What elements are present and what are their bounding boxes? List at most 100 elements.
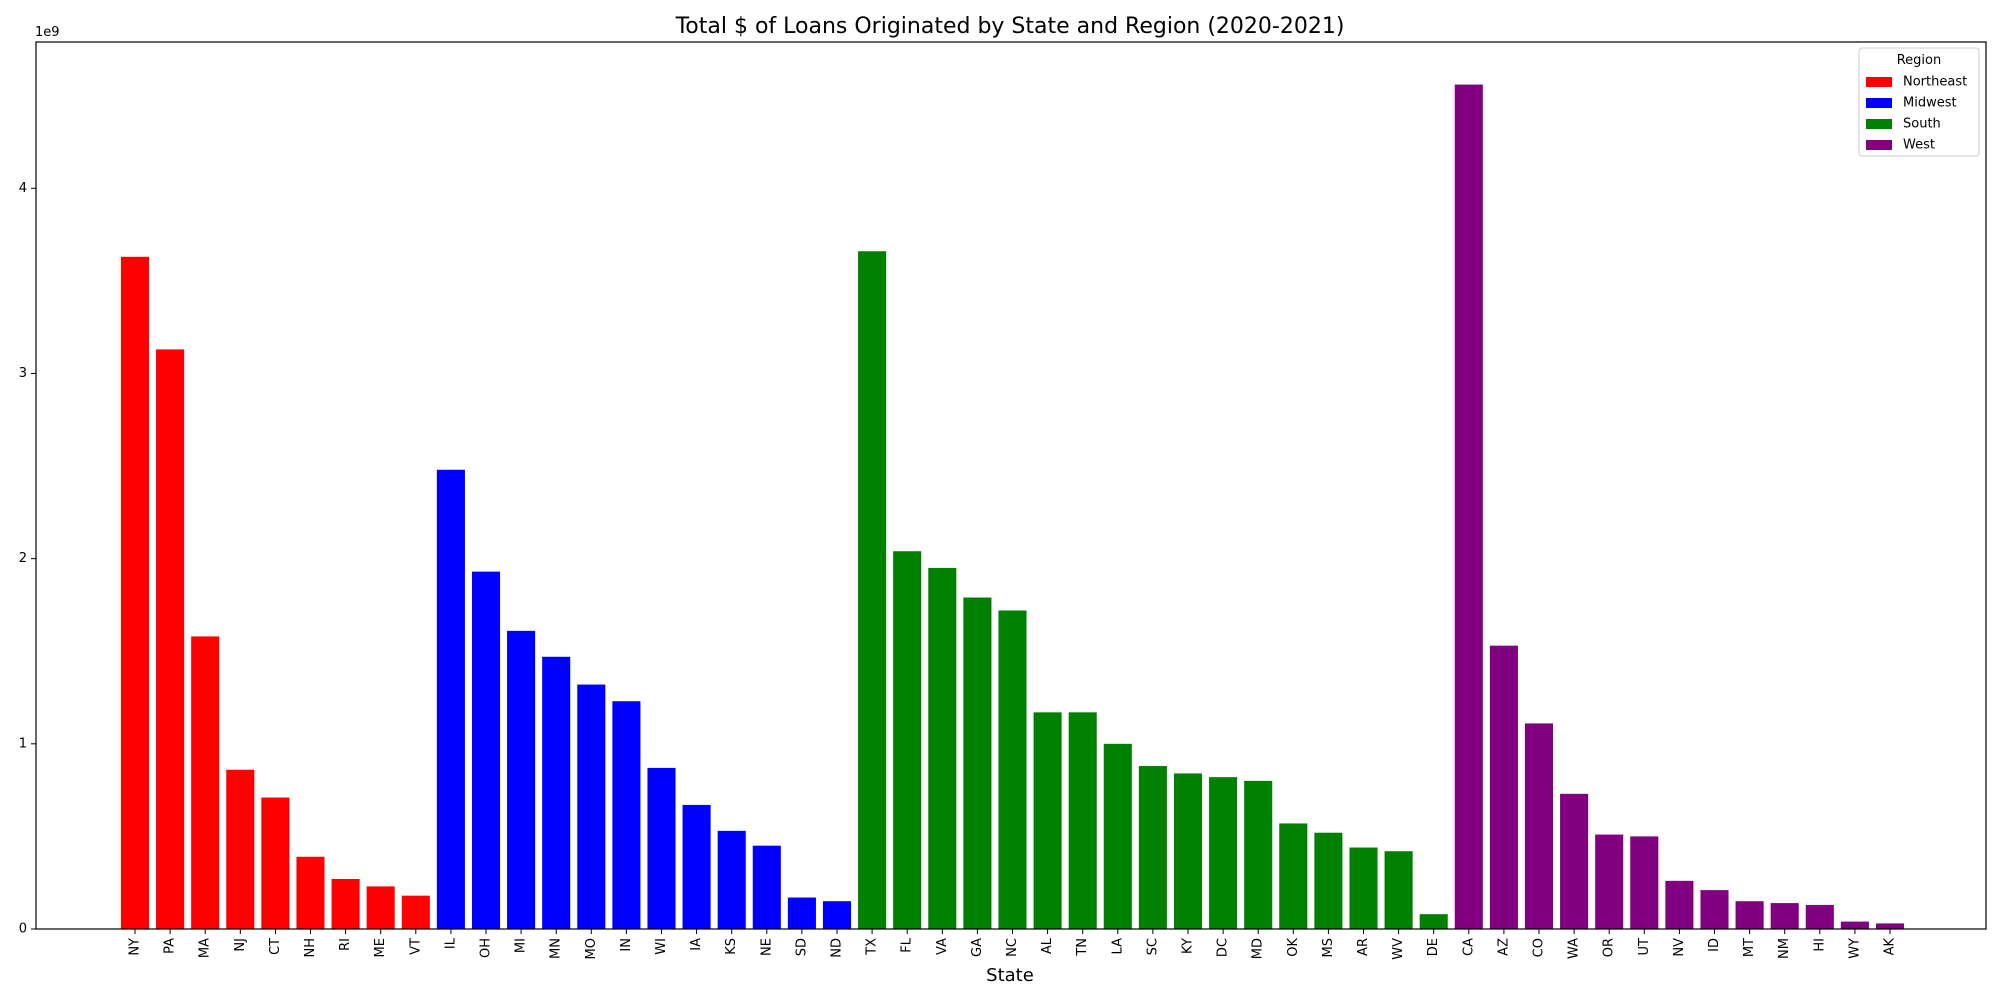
- x-tick-label-co: CO: [1532, 938, 1547, 957]
- bar-va: [928, 567, 957, 929]
- bar-nc: [998, 610, 1027, 929]
- x-tick-label-ct: CT: [268, 938, 283, 955]
- bar-ky: [1173, 773, 1203, 929]
- bar-ks: [717, 830, 746, 929]
- x-tick-label-ut: UT: [1637, 938, 1652, 956]
- bar-ia: [682, 804, 711, 929]
- x-tick-label-hi: HI: [1812, 938, 1827, 952]
- bar-ut: [1630, 836, 1659, 929]
- bar-oh: [471, 571, 501, 929]
- x-tick-label-ca: CA: [1461, 938, 1476, 956]
- x-tick-label-ny: NY: [128, 938, 143, 956]
- bar-ma: [191, 636, 220, 929]
- x-tick-label-nh: NH: [303, 938, 318, 958]
- x-tick-label-mn: MN: [549, 938, 564, 959]
- x-tick-label-mi: MI: [514, 938, 529, 953]
- bar-sc: [1138, 766, 1167, 929]
- bars-group: [120, 84, 1905, 930]
- x-tick-label-id: ID: [1707, 938, 1722, 952]
- bar-wa: [1560, 793, 1589, 929]
- x-tick-label-ne: NE: [759, 938, 774, 956]
- bar-ca: [1454, 84, 1483, 930]
- legend-swatch-midwest: [1866, 98, 1892, 108]
- x-tick-label-nd: ND: [830, 938, 845, 958]
- y-tick-label-1: 1: [19, 736, 27, 751]
- bar-ms: [1314, 832, 1343, 929]
- x-tick-label-va: VA: [935, 938, 950, 955]
- x-tick-label-al: AL: [1040, 937, 1055, 954]
- bar-nv: [1665, 880, 1694, 929]
- bar-sd: [787, 897, 816, 929]
- y-tick-label-3: 3: [19, 366, 27, 381]
- bar-al: [1033, 712, 1062, 929]
- bar-dc: [1209, 777, 1238, 929]
- legend-swatch-northeast: [1866, 77, 1892, 87]
- y-scale-label: 1e9: [35, 25, 60, 40]
- bar-ga: [963, 597, 992, 929]
- bar-ak: [1875, 923, 1905, 929]
- x-tick-label-ri: RI: [338, 938, 353, 951]
- x-axis-label: State: [986, 965, 1034, 986]
- x-tick-label-ga: GA: [970, 938, 985, 957]
- x-tick-label-la: LA: [1110, 938, 1125, 955]
- bar-la: [1103, 743, 1132, 929]
- chart-title: Total $ of Loans Originated by State and…: [675, 14, 1345, 39]
- legend-title: Region: [1897, 53, 1942, 68]
- x-tick-label-nj: NJ: [233, 938, 248, 952]
- bar-wy: [1840, 921, 1869, 929]
- x-tick-label-il: IL: [443, 937, 458, 949]
- bar-mi: [507, 630, 536, 929]
- x-tick-label-ak: AK: [1883, 938, 1898, 956]
- x-tick-label-fl: FL: [900, 937, 915, 952]
- bar-or: [1595, 834, 1624, 929]
- x-tick-labels: NY PA MA NJ CT NH RI ME VT IL OH MI MN MO IN WI IA KS NE SD…: [128, 929, 1898, 960]
- y-tick-label-0: 0: [19, 922, 27, 937]
- bar-de: [1419, 914, 1448, 929]
- bar-mo: [577, 684, 606, 929]
- bar-me: [366, 886, 395, 929]
- x-tick-label-wv: WV: [1391, 938, 1406, 960]
- bar-nh: [296, 856, 325, 929]
- x-tick-label-ks: KS: [724, 938, 739, 955]
- x-tick-label-or: OR: [1602, 938, 1617, 957]
- x-tick-label-dc: DC: [1216, 938, 1231, 957]
- x-tick-label-mo: MO: [584, 938, 599, 959]
- bar-ar: [1349, 847, 1378, 929]
- legend-label-midwest: Midwest: [1903, 96, 1957, 111]
- x-tick-label-sc: SC: [1145, 938, 1160, 955]
- x-tick-label-oh: OH: [479, 938, 494, 958]
- y-tick-label-4: 4: [19, 181, 27, 196]
- bar-ct: [261, 797, 290, 929]
- plot-frame: [35, 41, 1987, 930]
- legend-label-south: South: [1903, 117, 1941, 132]
- bar-co: [1524, 723, 1554, 929]
- x-tick-label-ok: OK: [1286, 938, 1301, 957]
- y-tick-label-2: 2: [19, 551, 27, 566]
- x-tick-label-sd: SD: [794, 938, 809, 956]
- x-tick-label-az: AZ: [1496, 938, 1511, 956]
- x-tick-label-de: DE: [1426, 938, 1441, 956]
- bar-az: [1489, 645, 1518, 929]
- x-tick-label-ia: IA: [689, 938, 704, 951]
- x-tick-label-wy: WY: [1847, 938, 1862, 959]
- bar-in: [612, 701, 641, 929]
- x-tick-label-nc: NC: [1005, 938, 1020, 957]
- bar-ne: [752, 845, 781, 929]
- x-tick-label-ms: MS: [1321, 938, 1336, 957]
- x-tick-label-mt: MT: [1742, 938, 1757, 957]
- legend-swatch-south: [1866, 119, 1892, 129]
- x-tick-label-vt: VT: [408, 938, 423, 955]
- bar-ny: [120, 256, 150, 929]
- x-tick-label-ma: MA: [198, 938, 213, 958]
- x-tick-label-ar: AR: [1356, 938, 1371, 956]
- bar-nj: [226, 769, 255, 929]
- bar-tx: [858, 251, 887, 929]
- bar-md: [1244, 780, 1273, 929]
- bar-mt: [1735, 901, 1764, 929]
- legend: Region Northeast Midwest South West: [1858, 47, 1980, 157]
- legend-label-west: West: [1903, 138, 1935, 153]
- x-tick-label-nv: NV: [1672, 938, 1687, 957]
- x-tick-label-tn: TN: [1075, 938, 1090, 957]
- bar-vt: [401, 895, 430, 929]
- bar-tn: [1068, 712, 1097, 929]
